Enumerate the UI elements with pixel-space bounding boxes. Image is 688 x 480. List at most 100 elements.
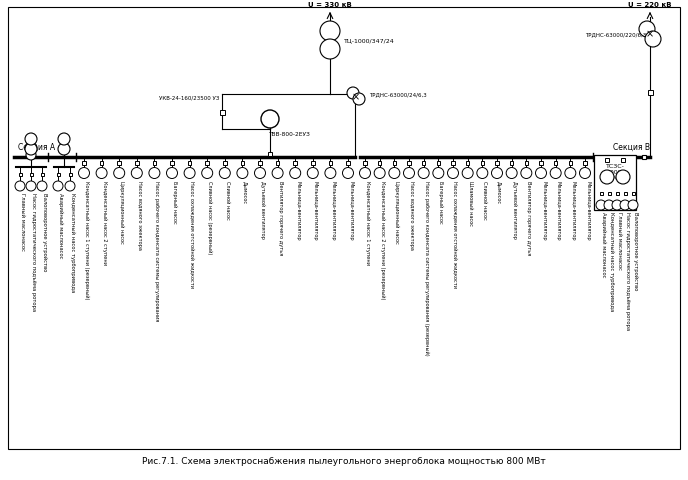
Circle shape [149, 168, 160, 179]
Bar [623, 192, 627, 195]
Circle shape [308, 168, 319, 179]
Bar [642, 156, 646, 160]
Text: Насос водяного эжектора: Насос водяного эжектора [409, 181, 414, 250]
Text: ТСЗС-
1000/
6,3/0,4: ТСЗС- 1000/ 6,3/0,4 [604, 164, 626, 180]
Bar [19, 173, 21, 176]
Circle shape [612, 201, 622, 211]
Circle shape [25, 144, 37, 156]
Circle shape [25, 143, 37, 155]
Text: К ОРУ-ВН
U = 330 кВ: К ОРУ-ВН U = 330 кВ [308, 0, 352, 8]
Text: ТРДНС-63000/24/6,3: ТРДНС-63000/24/6,3 [369, 92, 427, 97]
Text: Циркуляционный насос: Циркуляционный насос [119, 181, 125, 244]
Bar [69, 173, 72, 176]
Circle shape [184, 168, 195, 179]
Bar [118, 162, 121, 165]
Bar [594, 156, 636, 211]
Bar [170, 162, 174, 165]
Text: Мельница-вентилятор: Мельница-вентилятор [541, 181, 546, 240]
Bar [311, 162, 314, 165]
Text: Мельница-вентилятор: Мельница-вентилятор [585, 181, 590, 240]
Circle shape [347, 88, 359, 100]
Text: Дымосос: Дымосос [242, 181, 248, 204]
Circle shape [462, 168, 473, 179]
Circle shape [237, 168, 248, 179]
Bar [647, 91, 652, 96]
Circle shape [535, 168, 546, 179]
Text: Вентилятор горячего дутья: Вентилятор горячего дутья [277, 181, 283, 255]
Text: Насос охлаждения отстойной жидкости: Насос охлаждения отстойной жидкости [190, 181, 195, 288]
Circle shape [166, 168, 178, 179]
Circle shape [600, 171, 614, 185]
Bar [153, 162, 156, 165]
Circle shape [343, 168, 354, 179]
Circle shape [325, 168, 336, 179]
Text: Конденсатный насос 2 ступени: Конденсатный насос 2 ступени [102, 181, 107, 265]
Circle shape [628, 201, 638, 211]
Bar [539, 162, 543, 165]
Text: Аварийный маслонасос: Аварийный маслонасос [58, 192, 63, 258]
Text: Насос водяного эжектора: Насос водяного эжектора [137, 181, 142, 250]
Circle shape [202, 168, 213, 179]
Text: Мельница-вентилятор: Мельница-вентилятор [313, 181, 318, 240]
Text: ×: × [646, 29, 654, 39]
Text: Сливной насос: Сливной насос [482, 181, 487, 220]
Text: Рис.7.1. Схема электроснабжения пылеугольного энергоблока мощностью 800 МВт: Рис.7.1. Схема электроснабжения пылеугол… [142, 456, 546, 466]
Circle shape [418, 168, 429, 179]
Text: Сливной насос: Сливной насос [225, 181, 230, 220]
Circle shape [477, 168, 488, 179]
Circle shape [639, 22, 655, 38]
Circle shape [389, 168, 400, 179]
Bar [599, 192, 603, 195]
Bar [206, 162, 209, 165]
Text: Насос охлаждения отстойной жидкости: Насос охлаждения отстойной жидкости [453, 181, 458, 288]
Bar [56, 173, 59, 176]
Text: Конденсатный насос турбопривода: Конденсатный насос турбопривода [609, 212, 614, 311]
Bar [422, 162, 425, 165]
Bar [276, 162, 279, 165]
Text: ×: × [352, 92, 360, 102]
Bar [407, 162, 411, 165]
Text: Секция В: Секция В [613, 143, 650, 152]
Bar [241, 162, 244, 165]
Circle shape [131, 168, 142, 179]
Circle shape [65, 181, 75, 192]
Text: Валоповоротное устройство: Валоповоротное устройство [633, 212, 638, 290]
Bar [605, 159, 609, 162]
Bar [329, 162, 332, 165]
Text: ТВВ-800-2ЕУЗ: ТВВ-800-2ЕУЗ [268, 132, 310, 137]
Circle shape [403, 168, 414, 179]
Bar [135, 162, 138, 165]
Bar [223, 162, 226, 165]
Text: Насос гидростатического подъёма ротора: Насос гидростатического подъёма ротора [625, 212, 630, 329]
Bar [188, 162, 191, 165]
Text: ТРДНС-63000/220/6,3: ТРДНС-63000/220/6,3 [585, 33, 646, 37]
Text: Мельница-вентилятор: Мельница-вентилятор [556, 181, 561, 240]
Text: Вентилятор горячего дутья: Вентилятор горячего дутья [526, 181, 531, 255]
Circle shape [114, 168, 125, 179]
Bar [495, 162, 499, 165]
Bar [621, 159, 625, 162]
Bar [294, 162, 297, 165]
Bar [632, 192, 634, 195]
Bar [268, 152, 272, 156]
Circle shape [565, 168, 576, 179]
Circle shape [604, 201, 614, 211]
Text: Насос гидростатического подъёма ротора: Насос гидростатического подъёма ротора [31, 192, 36, 311]
Bar [393, 162, 396, 165]
Text: Циркуляционный насос: Циркуляционный насос [394, 181, 400, 244]
Circle shape [579, 168, 590, 179]
Circle shape [58, 144, 70, 156]
Circle shape [26, 181, 36, 192]
Circle shape [596, 201, 606, 211]
Bar [30, 173, 32, 176]
Circle shape [96, 168, 107, 179]
Circle shape [620, 201, 630, 211]
Text: Главный маслонасос: Главный маслонасос [617, 212, 622, 269]
Text: Насос рабочего конденсата системы регулирования: Насос рабочего конденсата системы регули… [154, 181, 160, 321]
Text: К ОРУ-СН
U = 220 кВ: К ОРУ-СН U = 220 кВ [628, 0, 671, 8]
Text: Мельница-вентилятор: Мельница-вентилятор [330, 181, 336, 240]
Circle shape [353, 94, 365, 106]
Text: Дутьевой вентилятор: Дутьевой вентилятор [260, 181, 265, 239]
Text: УКВ-24-160/23500 УЗ: УКВ-24-160/23500 УЗ [159, 96, 219, 100]
Text: Сливной насос (резервный): Сливной насос (резервный) [207, 181, 213, 254]
